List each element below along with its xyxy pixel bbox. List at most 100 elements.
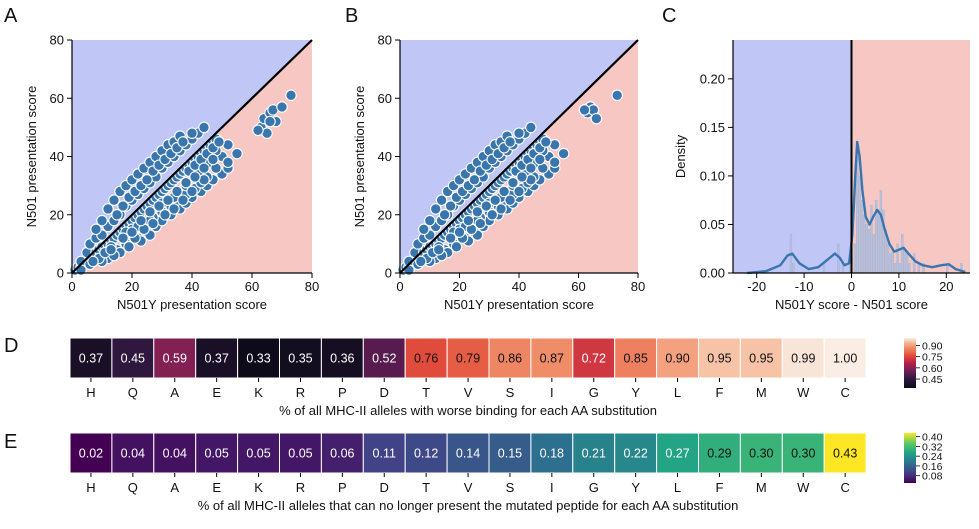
scatter-point — [444, 232, 457, 244]
x-tick-label: I — [550, 385, 554, 400]
scatter-point — [507, 176, 519, 189]
histogram-bar — [858, 175, 861, 274]
cell-value-label: 0.05 — [204, 447, 228, 461]
cell-value-label: 0.04 — [163, 447, 187, 461]
y-tick-label: 0.10 — [700, 168, 725, 183]
x-tick-label: 10 — [892, 279, 906, 294]
density-panel-c: -20 -10 0 10 20 0.00 0.05 0.10 0.15 0.20 N501Y sco… — [673, 40, 970, 312]
x-tick-label: G — [589, 480, 599, 495]
x-tick-label: V — [464, 480, 473, 495]
x-tick-label: P — [338, 480, 347, 495]
x-tick-label: L — [674, 385, 681, 400]
scatter-point — [276, 101, 288, 113]
colorbar-tick-label: 0.40 — [922, 432, 943, 444]
scatter-point — [87, 255, 99, 268]
x-tick-label: H — [86, 385, 95, 400]
scatter-point — [432, 243, 445, 256]
heatmap-cell — [153, 337, 197, 379]
histogram-bar — [903, 248, 906, 274]
scatter-point — [498, 185, 510, 198]
histogram-bar — [898, 263, 902, 274]
scatter-point — [516, 171, 528, 183]
heatmap-cell — [69, 432, 113, 474]
x-tick-label: 60 — [571, 279, 585, 294]
cell-value-label: 0.87 — [540, 352, 564, 366]
x-tick-label: F — [715, 480, 723, 495]
scatter-point — [438, 209, 451, 221]
scatter-point — [222, 156, 234, 169]
heatmap-cell — [530, 337, 574, 379]
x-tick-label: T — [422, 480, 430, 495]
heatmap-cell — [739, 432, 783, 474]
scatter-point — [207, 153, 219, 166]
x-tick-label: R — [296, 385, 305, 400]
cell-value-label: 0.95 — [707, 352, 731, 366]
histogram-bar — [865, 224, 868, 274]
panel-label-e: E — [4, 431, 17, 453]
heatmap-cell — [823, 337, 867, 379]
cell-value-label: 0.33 — [246, 352, 270, 366]
x-tick-label: C — [840, 385, 849, 400]
heatmap-cell — [153, 432, 197, 474]
x-tick-label: W — [797, 385, 810, 400]
cell-value-label: 0.43 — [833, 447, 857, 461]
heatmap-cell — [320, 337, 364, 379]
scatter-point — [198, 162, 210, 174]
y-tick-label: 80 — [50, 33, 64, 48]
panel-label-b: B — [345, 5, 358, 27]
histogram-bar — [792, 263, 795, 274]
scatter-point — [611, 89, 623, 102]
heatmap-panel-d: 0.37 H 0.45 Q 0.59 A 0.37 E 0.33 K 0.35 R 0.36 P 0.52 D… — [69, 337, 943, 418]
colorbar-tick-label: 0.32 — [922, 441, 943, 453]
cell-value-label: 0.85 — [623, 352, 647, 366]
scatter-point — [252, 124, 264, 137]
scatter-point — [111, 209, 123, 221]
x-tick-label: K — [254, 480, 263, 495]
heatmap-cell — [320, 432, 364, 474]
cell-value-label: 0.86 — [498, 352, 522, 366]
cell-value-label: 0.90 — [665, 352, 689, 366]
x-tick-label: I — [550, 480, 554, 495]
cell-value-label: 0.02 — [79, 447, 103, 461]
x-axis-label: N501Y presentation score — [117, 297, 267, 312]
x-tick-label: 0 — [68, 279, 75, 294]
x-tick-label: H — [86, 480, 95, 495]
x-tick-label: Y — [631, 385, 640, 400]
x-tick-label: P — [338, 385, 347, 400]
scatter-point — [147, 217, 159, 230]
cell-value-label: 0.27 — [665, 447, 689, 461]
scatter-point — [418, 223, 430, 236]
heatmap-cell — [362, 337, 406, 379]
x-tick-label: -10 — [795, 279, 814, 294]
histogram-bar — [877, 209, 880, 274]
scatter-point — [489, 194, 501, 206]
heatmap-cell — [111, 432, 155, 474]
histogram-bar — [912, 253, 916, 274]
cell-value-label: 0.06 — [330, 447, 354, 461]
scatter-point — [468, 174, 481, 186]
y-axis-label: Density — [673, 134, 688, 178]
colorbar-tick-label: 0.60 — [922, 363, 943, 375]
y-tick-label: 20 — [378, 207, 392, 222]
x-tick-label: 20 — [939, 279, 953, 294]
scatter-point — [159, 209, 171, 221]
cell-value-label: 0.37 — [79, 352, 103, 366]
x-tick-label: 80 — [305, 279, 319, 294]
y-tick-label: 0 — [385, 266, 392, 281]
scatter-point — [557, 147, 570, 160]
scatter-point — [590, 112, 603, 125]
cell-value-label: 0.21 — [582, 447, 606, 461]
x-tick-label: G — [589, 385, 599, 400]
colorbar-tick-label: 0.90 — [922, 340, 943, 352]
x-tick-label: 20 — [452, 279, 466, 294]
scatter-point — [578, 104, 591, 116]
histogram-bar — [893, 263, 897, 274]
scatter-point — [144, 206, 156, 218]
scatter-point — [264, 115, 276, 128]
scatter-point — [453, 226, 466, 238]
heatmap-panel-e: 0.02 H 0.04 Q 0.04 A 0.05 E 0.05 K 0.05 R 0.06 P 0.11 D… — [69, 432, 943, 513]
histogram-bar — [905, 253, 909, 274]
scatter-point — [504, 136, 516, 148]
cell-value-label: 0.30 — [791, 447, 815, 461]
x-tick-label: D — [380, 480, 389, 495]
